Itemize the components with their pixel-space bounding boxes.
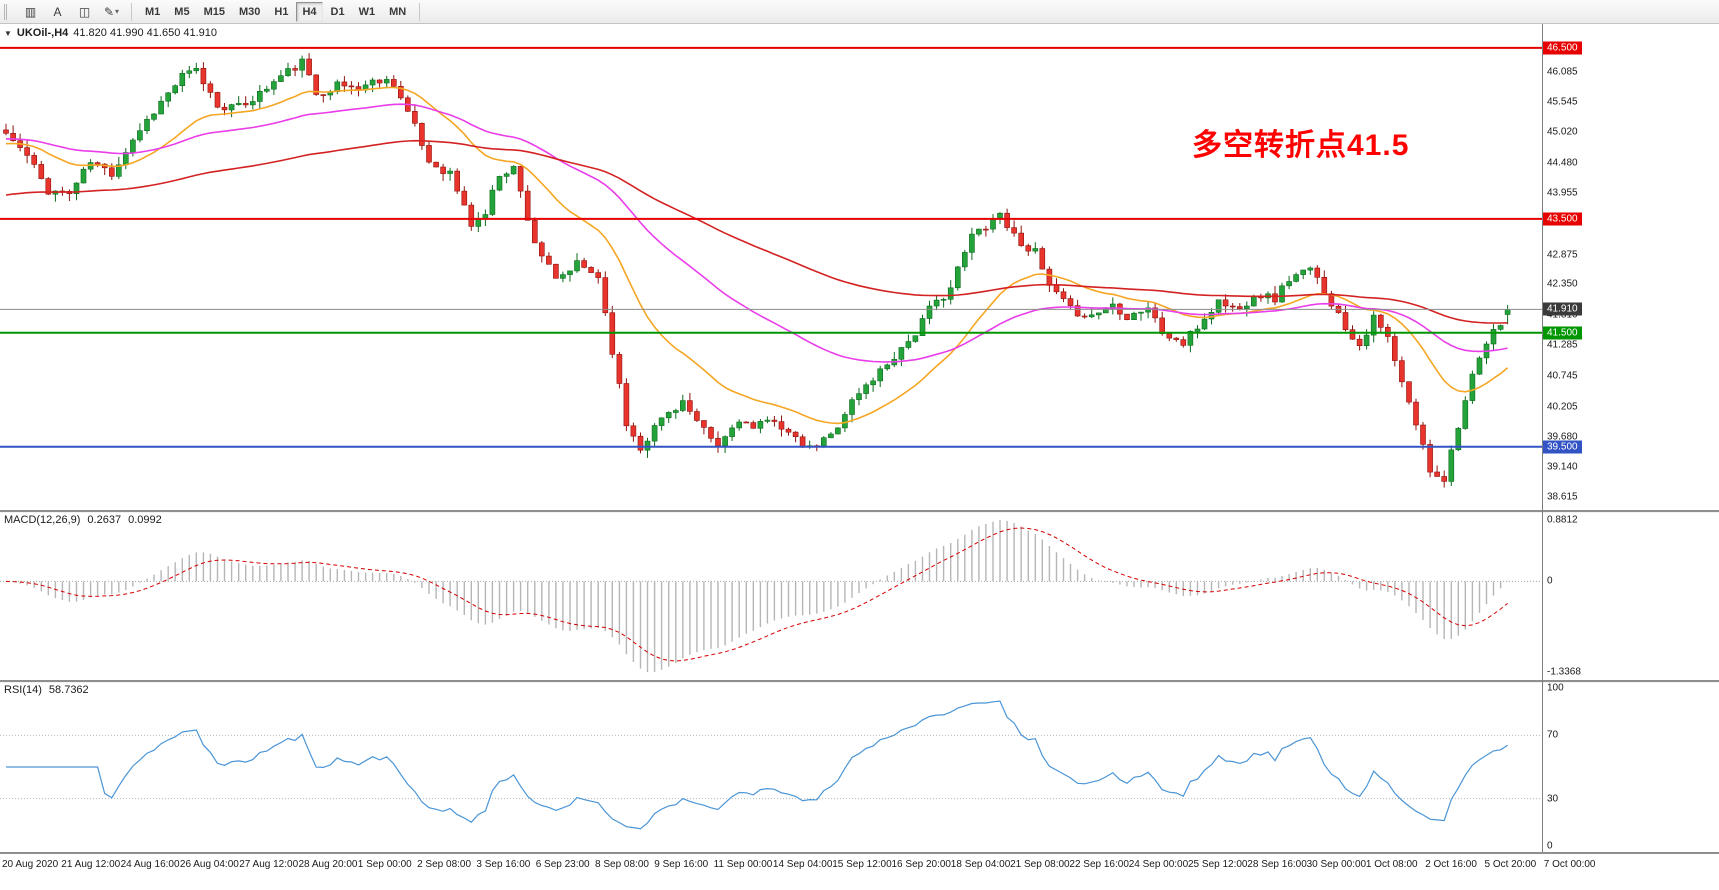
chart-window: ▼ UKOil-,H4 41.820 41.990 41.650 41.910 … (0, 24, 1719, 890)
macd-main-value: 0.2637 (87, 514, 122, 526)
chart-annotation[interactable]: 多空转折点41.5 (1192, 129, 1410, 162)
time-axis-label: 2 Sep 08:00 (417, 859, 472, 870)
time-axis-label: 16 Sep 20:00 (891, 859, 952, 870)
macd-label-line: MACD(12,26,9) 0.2637 0.0992 (4, 514, 162, 526)
main-chart-pane[interactable]: ▼ UKOil-,H4 41.820 41.990 41.650 41.910 … (0, 24, 1719, 510)
price-scale-separator (1542, 24, 1543, 852)
time-axis-label: 28 Aug 20:00 (298, 859, 358, 870)
timeframe-h4-button[interactable]: H4 (296, 1, 323, 22)
rsi-axis-label: 70 (1547, 729, 1559, 741)
draw-arrows-tool[interactable]: ✎ ▾ (103, 4, 120, 19)
macd-pane[interactable]: MACD(12,26,9) 0.2637 0.0992 (0, 512, 1719, 680)
rsi-pane[interactable]: RSI(14) 58.7362 (0, 682, 1719, 852)
price-line-badge: 39.500 (1543, 440, 1582, 454)
time-axis-label: 9 Sep 16:00 (654, 859, 709, 870)
time-axis-label: 22 Sep 16:00 (1069, 859, 1129, 870)
timeframe-h1-button[interactable]: H1 (274, 5, 289, 18)
price-axis-label: 45.020 (1547, 126, 1578, 138)
text-label-tool[interactable]: A (53, 4, 62, 19)
price-axis-label: 40.205 (1547, 401, 1578, 413)
time-axis-label: 1 Oct 08:00 (1365, 859, 1418, 870)
macd-signal-value: 0.0992 (128, 514, 162, 526)
timeframe-m5-button[interactable]: M5 (174, 5, 190, 18)
symbol-title: UKOil-,H4 (16, 27, 69, 39)
time-axis-label: 30 Sep 00:00 (1306, 859, 1367, 870)
macd-axis-label: 0 (1547, 575, 1553, 587)
price-axis-label: 41.285 (1547, 339, 1578, 351)
time-axis-label: 25 Sep 12:00 (1188, 859, 1248, 870)
price-line-badge: 43.500 (1543, 212, 1582, 226)
timeframe-w1-button[interactable]: W1 (358, 5, 376, 18)
time-axis-label: 21 Aug 12:00 (61, 859, 121, 870)
time-axis-label: 7 Oct 00:00 (1543, 859, 1596, 870)
pane-splitter[interactable] (0, 680, 1719, 683)
price-line-badge: 41.500 (1543, 326, 1582, 340)
macd-axis-label: -1.3368 (1547, 666, 1581, 678)
price-axis-label: 45.545 (1547, 96, 1578, 108)
price-line-badge: 46.500 (1543, 41, 1582, 55)
rsi-indicator-canvas[interactable] (0, 682, 1542, 852)
rsi-label-line: RSI(14) 58.7362 (4, 684, 89, 696)
price-axis-label: 39.140 (1547, 461, 1578, 473)
timeframe-mn-button[interactable]: MN (389, 5, 407, 18)
time-axis-label: 24 Aug 16:00 (120, 859, 180, 870)
macd-axis-label: 0.8812 (1547, 514, 1578, 526)
symbol-quote-line: ▼ UKOil-,H4 41.820 41.990 41.650 41.910 (4, 27, 217, 39)
toolbar: ▥ A ◫ ✎ ▾ M1 M5 M15 M30 H1 H4 D1 W1 MN (0, 0, 1719, 24)
timeframe-m30-button[interactable]: M30 (238, 5, 261, 18)
price-axis-label: 42.875 (1547, 249, 1578, 260)
price-axis-label: 42.350 (1547, 278, 1578, 290)
dropdown-caret-icon: ▾ (115, 7, 120, 16)
quote-ohlc: 41.820 41.990 41.650 41.910 (73, 27, 218, 39)
macd-indicator-canvas[interactable] (0, 512, 1542, 680)
time-axis-label: 21 Sep 08:00 (1010, 859, 1070, 870)
time-axis-label: 28 Sep 16:00 (1247, 859, 1307, 870)
timeframe-d1-button[interactable]: D1 (330, 5, 345, 18)
rsi-axis-label: 100 (1547, 682, 1564, 694)
candlestick-chart-canvas[interactable] (0, 24, 1542, 510)
timeframe-buttons: M1 M5 M15 M30 H1 H4 D1 W1 MN (138, 1, 413, 22)
macd-name: MACD(12,26,9) (4, 514, 81, 526)
time-axis-label: 8 Sep 08:00 (595, 859, 649, 870)
shapes-tool[interactable]: ◫ (78, 4, 91, 19)
chart-shift-icon[interactable]: ▥ (24, 4, 37, 19)
time-axis-label: 6 Sep 23:00 (535, 859, 590, 870)
toolbar-separator (131, 2, 132, 21)
time-axis-label: 2 Oct 16:00 (1425, 859, 1477, 870)
time-axis-label: 5 Oct 20:00 (1484, 859, 1537, 870)
price-axis-label: 43.955 (1547, 187, 1578, 199)
price-axis-label: 38.615 (1547, 491, 1578, 503)
rsi-axis-label: 30 (1547, 793, 1559, 805)
price-axis-label: 46.085 (1547, 66, 1578, 78)
time-axis-label: 27 Aug 12:00 (239, 859, 299, 870)
line-studies-tools: ▥ A ◫ ✎ ▾ (17, 1, 125, 23)
time-axis-label: 15 Sep 12:00 (832, 859, 892, 870)
pane-splitter[interactable] (0, 510, 1719, 513)
price-axis-label: 39.680 (1547, 431, 1578, 442)
timeframe-m1-button[interactable]: M1 (145, 5, 161, 18)
current-price-badge: 41.910 (1543, 302, 1582, 316)
time-axis-label: 26 Aug 04:00 (179, 859, 239, 870)
time-axis-label: 20 Aug 2020 (2, 859, 59, 870)
price-axis-label: 44.480 (1547, 157, 1578, 169)
time-axis-label: 24 Sep 00:00 (1128, 859, 1189, 870)
rsi-axis-label: 0 (1547, 840, 1553, 852)
symbol-dropdown-caret[interactable]: ▼ (4, 28, 12, 38)
time-axis-label: 18 Sep 04:00 (950, 859, 1011, 870)
rsi-value: 58.7362 (48, 684, 89, 696)
rsi-name: RSI(14) (4, 684, 42, 696)
time-axis[interactable]: 20 Aug 2020 21 Aug 12:00 24 Aug 16:00 26 Au… (0, 854, 1719, 880)
time-axis-label: 11 Sep 00:00 (713, 859, 773, 870)
timeframe-m15-button[interactable]: M15 (203, 5, 225, 18)
time-axis-label: 3 Sep 16:00 (476, 859, 531, 870)
time-axis-label: 1 Sep 00:00 (357, 859, 412, 870)
time-axis-label: 14 Sep 04:00 (772, 859, 833, 870)
toolbar-drag-handle[interactable] (4, 3, 11, 20)
toolbar-separator (419, 2, 421, 21)
price-axis-label: 40.745 (1547, 370, 1578, 382)
